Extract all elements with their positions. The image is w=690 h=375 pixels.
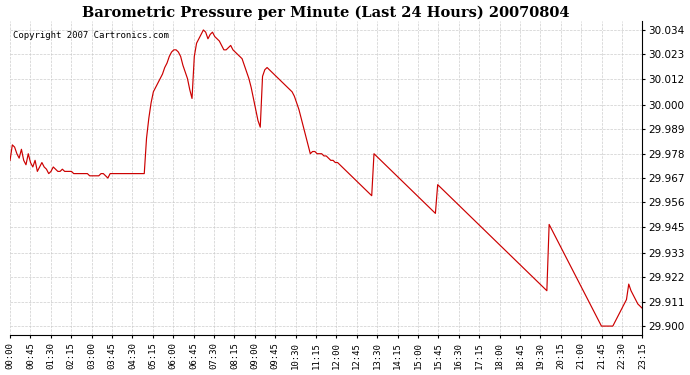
Title: Barometric Pressure per Minute (Last 24 Hours) 20070804: Barometric Pressure per Minute (Last 24 … [83, 6, 570, 20]
Text: Copyright 2007 Cartronics.com: Copyright 2007 Cartronics.com [13, 30, 169, 39]
